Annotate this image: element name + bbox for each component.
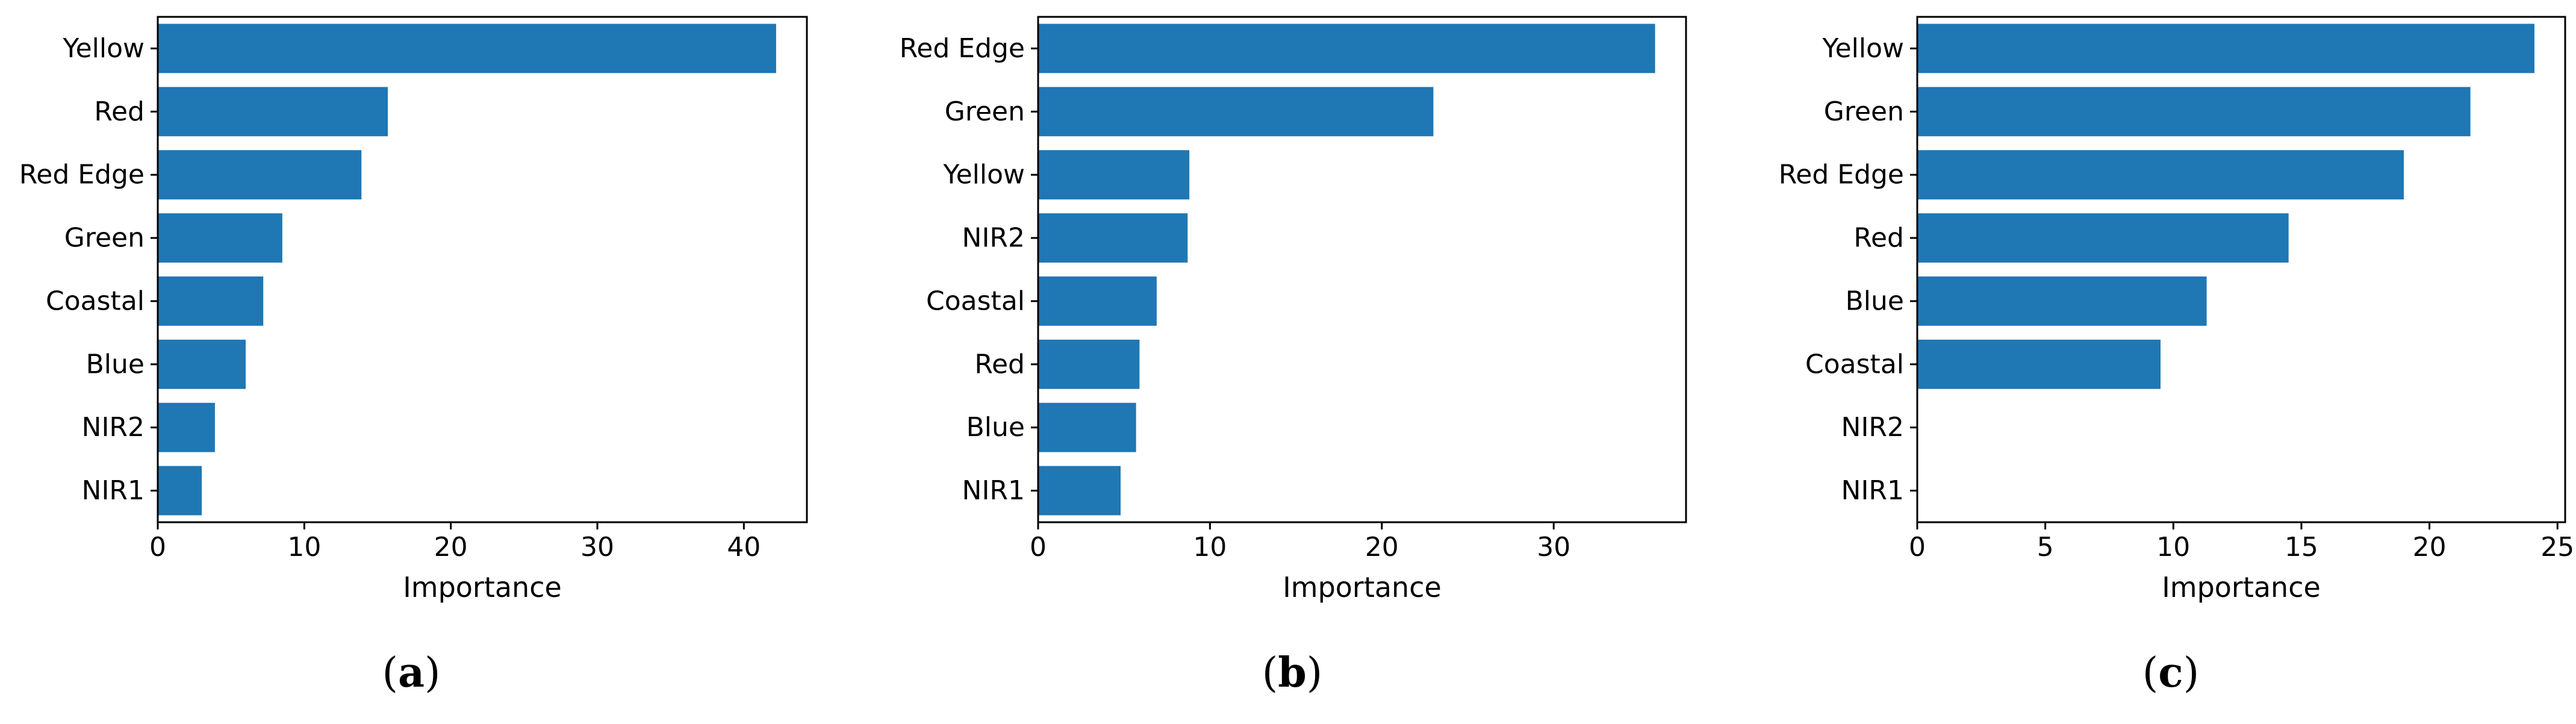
y-tick-label: NIR1 [82,475,145,506]
bar [1038,213,1188,263]
x-tick-label: 20 [1365,532,1399,563]
x-tick-label: 0 [1030,532,1047,563]
bar [158,213,282,263]
bar [1038,150,1190,200]
y-tick-label: Red [1853,223,1904,254]
bar [1917,150,2404,200]
y-tick-label: Red Edge [19,160,145,190]
y-tick-label: Yellow [63,33,145,64]
bar [1917,339,2161,389]
bar [1917,23,2534,73]
bar [158,87,388,137]
bar [1038,466,1121,516]
bar [1038,402,1136,452]
x-axis-label: Importance [2162,571,2321,604]
panel-caption: (a) [382,649,440,697]
caption-close-paren: ) [1307,649,1323,697]
bar [1917,213,2289,263]
chart-panel-1: Yellow Red Red Edge Green Coastal Blue NIR2 NIR… [19,16,808,697]
caption-close-paren: ) [2183,649,2200,697]
caption-letter: b [1278,649,1307,697]
plot-frame [157,16,808,523]
bar [1038,276,1157,326]
panel-caption: (b) [1262,649,1323,697]
caption-open-paren: ( [382,649,398,697]
bar [1038,339,1140,389]
x-tick-label: 10 [287,532,321,563]
x-tick-label: 30 [580,532,614,563]
y-tick-label: Red [974,349,1025,379]
y-tick-label: Red Edge [1779,160,1904,190]
panel-caption: (c) [2142,649,2199,697]
bar [1038,87,1434,137]
y-tick-label: Coastal [46,286,145,316]
y-tick-label: NIR2 [962,223,1025,254]
caption-letter: c [2158,649,2183,697]
chart-panel-2: Red Edge Green Yellow NIR2 Coastal Red Blue NIR… [900,16,1687,697]
y-tick-label: Yellow [1822,33,1904,64]
x-tick-label: 10 [1193,532,1227,563]
x-axis-label: Importance [403,571,562,604]
x-tick-label: 5 [2037,532,2054,563]
bar [158,150,362,200]
x-tick-label: 0 [149,532,166,563]
bar [158,339,246,389]
x-axis-label: Importance [1283,571,1442,604]
x-tick-label: 10 [2156,532,2190,563]
y-tick-label: Green [64,223,145,254]
y-tick-label: NIR2 [1841,412,1904,443]
y-tick-label: Red Edge [900,33,1025,64]
plot-frame [1916,16,2566,523]
caption-open-paren: ( [2142,649,2159,697]
y-tick-label: Green [1824,96,1904,127]
y-tick-label: Blue [966,412,1025,443]
bar [158,276,264,326]
chart-panel-3: Yellow Green Red Edge Red Blue Coastal NIR2 NIR… [1779,16,2574,697]
x-tick-label: 15 [2285,532,2318,563]
x-tick-label: 25 [2540,532,2574,563]
x-tick-label: 20 [434,532,468,563]
bar [1917,87,2471,137]
y-tick-label: Green [945,96,1025,127]
y-tick-label: Coastal [926,286,1025,316]
caption-letter: a [398,649,425,697]
y-tick-label: NIR1 [962,475,1025,506]
bar [158,466,202,516]
bar [1917,276,2207,326]
y-tick-label: NIR2 [82,412,145,443]
plot-frame [1037,16,1687,523]
x-tick-label: 40 [727,532,761,563]
y-tick-label: Coastal [1805,349,1904,379]
caption-open-paren: ( [1262,649,1278,697]
caption-close-paren: ) [425,649,441,697]
bar [158,23,776,73]
bar [158,402,215,452]
y-tick-label: Blue [1846,286,1904,316]
x-tick-label: 20 [2413,532,2447,563]
y-tick-label: Red [94,96,145,127]
x-tick-label: 30 [1537,532,1570,563]
y-tick-label: Blue [86,349,145,379]
y-tick-label: Yellow [943,160,1025,190]
bar [1038,23,1655,73]
x-tick-label: 0 [1909,532,1926,563]
y-tick-label: NIR1 [1841,475,1904,506]
